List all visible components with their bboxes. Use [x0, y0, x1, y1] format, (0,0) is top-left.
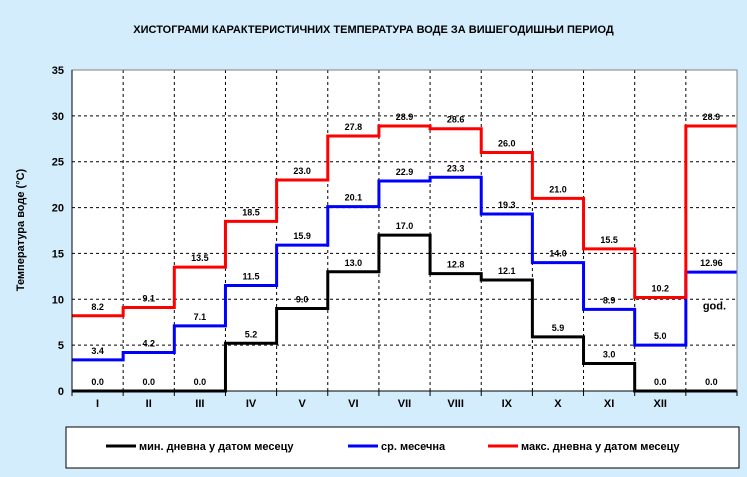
- x-tick-label: XII: [654, 398, 667, 410]
- x-tick-label: II: [146, 398, 152, 410]
- legend: мин. дневна у датом месецу ср. месечна мак…: [65, 426, 740, 469]
- data-label: 0.0: [654, 377, 667, 387]
- data-label: 13.0: [345, 258, 363, 268]
- data-label: 21.0: [549, 184, 567, 194]
- legend-label: ср. месечна: [381, 441, 446, 453]
- data-label: 3.4: [91, 346, 104, 356]
- series-step-line: [72, 233, 737, 393]
- x-tick-label: VII: [398, 398, 411, 410]
- data-label: 27.8: [345, 122, 363, 132]
- data-label: 15.9: [293, 231, 311, 241]
- legend-box: [65, 426, 740, 469]
- data-label: 26.0: [498, 139, 516, 149]
- x-tick-label: IV: [246, 398, 257, 410]
- data-label: 5.9: [552, 323, 565, 333]
- y-tick-label: 30: [52, 111, 64, 123]
- legend-label: макс. дневна у датом месецу: [521, 441, 680, 453]
- data-label: 8.2: [91, 302, 104, 312]
- data-labels: 0.0 0.0 0.0 5.2 9.0 13.0 17.0 12.8 12.1 5.9 3.0 0.0…: [91, 112, 726, 387]
- data-label: 12.1: [498, 266, 516, 276]
- x-tick-label: VIII: [447, 398, 464, 410]
- data-label: 28.9: [703, 112, 721, 122]
- data-label: 28.6: [447, 115, 465, 125]
- data-label: 13.5: [191, 253, 209, 263]
- data-label: 10.2: [652, 283, 670, 293]
- data-label: 20.1: [345, 193, 363, 203]
- data-label: 4.2: [142, 338, 155, 348]
- data-label: 17.0: [396, 221, 414, 231]
- data-label: 18.5: [242, 207, 260, 217]
- data-label: 9.0: [296, 294, 309, 304]
- data-label: 3.0: [603, 349, 616, 359]
- data-label: 23.3: [447, 163, 465, 173]
- legend-label: мин. дневна у датом месецу: [139, 441, 294, 453]
- y-tick-label: 25: [52, 157, 64, 169]
- data-label: 12.8: [447, 260, 465, 270]
- x-tick-label: I: [96, 398, 99, 410]
- data-label: 15.5: [600, 235, 618, 245]
- y-tick-label: 5: [58, 340, 64, 352]
- y-tick-label: 0: [58, 386, 64, 398]
- annual-label: god.: [703, 300, 726, 312]
- x-tick-label: V: [299, 398, 307, 410]
- series-group: [72, 124, 737, 393]
- data-label: 28.9: [396, 112, 414, 122]
- data-label: 14.0: [549, 249, 567, 259]
- series-step-line: [72, 175, 737, 362]
- y-axis-label: Температура воде (°C): [15, 168, 27, 291]
- data-label: 5.2: [245, 329, 258, 339]
- y-tick-label: 20: [52, 203, 64, 215]
- chart-title: ХИСТОГРАМИ КАРАКТЕРИСТИЧНИХ ТЕМПЕРАТУРА …: [133, 24, 614, 36]
- data-label: 0.0: [194, 377, 207, 387]
- data-label: 5.0: [654, 331, 667, 341]
- data-label: 11.5: [243, 272, 260, 282]
- x-tick-label: IX: [502, 398, 513, 410]
- data-label: 23.0: [293, 166, 311, 176]
- x-tick-label: VI: [348, 398, 358, 410]
- data-label: 9.1: [142, 294, 155, 304]
- y-tick-label: 35: [52, 65, 64, 77]
- data-label: 0.0: [705, 377, 718, 387]
- x-tick-label: XI: [604, 398, 614, 410]
- y-tick-label: 10: [52, 294, 64, 306]
- data-label: 0.0: [142, 377, 155, 387]
- x-tick-label: X: [554, 398, 562, 410]
- series-step-line: [72, 124, 737, 318]
- data-label: 8.9: [603, 295, 616, 305]
- y-tick-label: 15: [52, 248, 64, 260]
- data-label: 0.0: [91, 377, 104, 387]
- data-label: 7.1: [194, 312, 207, 322]
- data-label: 22.9: [396, 167, 414, 177]
- x-tick-label: III: [195, 398, 204, 410]
- data-label: 19.3: [498, 200, 516, 210]
- data-label: 12.96: [700, 258, 723, 268]
- plot-background: [72, 70, 737, 391]
